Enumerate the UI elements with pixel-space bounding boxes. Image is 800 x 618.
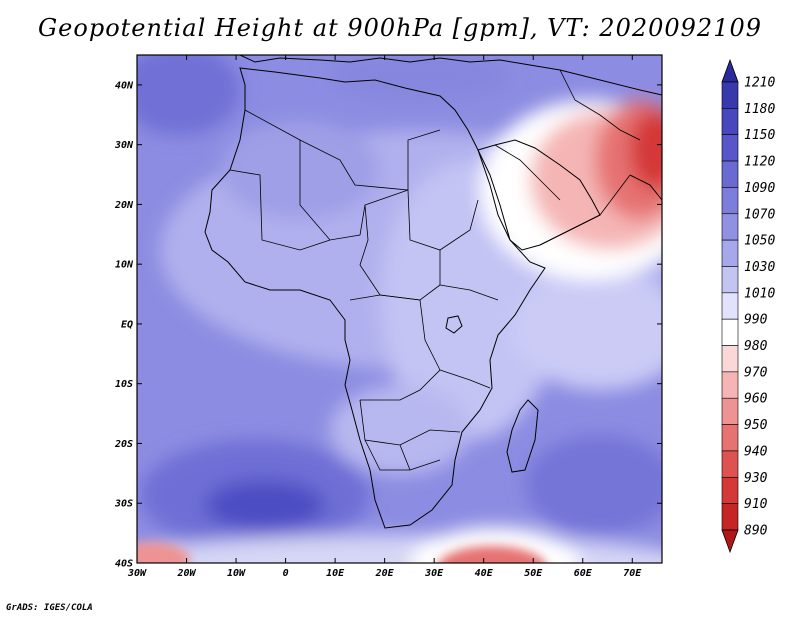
colorbar: 1210 1180 1150 1120 1090 1070 1050 1030 1010 990 9… — [721, 58, 775, 554]
x-tick-label: 10E — [326, 568, 345, 579]
colorbar-swatch — [721, 318, 739, 346]
colorbar-swatch — [721, 345, 739, 373]
colorbar-swatch — [721, 108, 739, 136]
europe-coastline — [239, 55, 662, 96]
x-tick-label: 60E — [574, 568, 593, 579]
field-light-southern-africa — [330, 385, 470, 475]
colorbar-label: 910 — [744, 497, 768, 512]
colorbar-label: 990 — [744, 313, 768, 328]
field-low-south-mozambique-core — [438, 546, 546, 563]
x-tick-label: 20E — [375, 568, 395, 579]
y-tick-label: EQ — [121, 319, 133, 330]
colorbar-label: 890 — [744, 524, 768, 539]
colorbar-label: 980 — [744, 339, 768, 354]
x-tick-label: 30W — [127, 568, 147, 579]
x-tick-label: 50E — [524, 568, 543, 579]
colorbar-label: 970 — [744, 365, 768, 380]
india-coastline — [629, 174, 662, 240]
colorbar-label: 1050 — [744, 234, 775, 249]
x-tick-label: 30E — [424, 568, 444, 579]
field-high-mediterranean — [330, 55, 510, 100]
map-frame — [136, 54, 663, 564]
field-light-indian-ocean — [510, 270, 662, 390]
field-high-north-atlantic — [137, 55, 240, 135]
colorbar-label: 960 — [744, 392, 768, 407]
x-tick-label: 10W — [227, 568, 246, 579]
colorbar-label: 1090 — [744, 181, 775, 196]
y-tick-label: 40N — [115, 80, 134, 91]
y-tick-label: 40S — [115, 559, 133, 570]
field-high-south-atlantic-core — [205, 480, 325, 530]
x-tick-label: 0 — [283, 568, 289, 579]
field-low-pakistan-core — [630, 110, 662, 190]
x-tick-label: 40E — [475, 568, 494, 579]
y-tick-label: 10S — [115, 379, 133, 390]
y-tick-label: 30N — [114, 140, 134, 151]
country-borders — [229, 69, 641, 471]
colorbar-label: 1030 — [744, 260, 775, 275]
x-tick-label: 70E — [623, 568, 642, 579]
africa-coastline — [204, 67, 546, 529]
colorbar-label: 1180 — [744, 102, 775, 117]
y-tick-label: 30S — [114, 499, 133, 510]
colorbar-label: 1070 — [744, 207, 775, 222]
field-low-southwest-corner — [137, 542, 190, 563]
colorbar-label: 930 — [744, 471, 768, 486]
map-title: Geopotential Height at 900hPa [gpm], VT:… — [38, 14, 762, 42]
colorbar-swatch — [721, 187, 739, 215]
y-tick-label: 20S — [114, 439, 133, 450]
colorbar-label: 1210 — [744, 76, 775, 91]
x-tick-label: 20W — [176, 568, 196, 579]
colorbar-label: 1150 — [744, 128, 775, 143]
colorbar-top-arrow — [721, 58, 739, 83]
madagascar-coastline — [506, 399, 539, 473]
lake-victoria — [445, 315, 463, 334]
colorbar-swatch — [721, 266, 739, 294]
colorbar-swatch — [721, 371, 739, 399]
colorbar-swatch — [721, 424, 739, 452]
field-high-south-indian — [525, 435, 662, 535]
y-tick-label: 10N — [115, 260, 134, 271]
colorbar-swatch — [721, 450, 739, 478]
colorbar-swatch — [721, 213, 739, 241]
colorbar-swatch — [721, 503, 739, 531]
colorbar-bottom-arrow — [721, 529, 739, 554]
colorbar-swatch — [721, 397, 739, 425]
colorbar-swatch — [721, 239, 739, 267]
x-axis-ticks: 30W 20W 10W 0 10E 20E 30E 40E 50E 60E 70E — [127, 55, 642, 579]
colorbar-label: 1120 — [744, 155, 775, 170]
credit-text: GrADS: IGES/COLA — [6, 603, 93, 613]
height-field — [137, 55, 662, 563]
y-tick-label: 20N — [114, 200, 134, 211]
colorbar-swatch — [721, 160, 739, 188]
coastlines — [204, 55, 662, 529]
y-axis-ticks: 40N 30N 20N 10N EQ 10S 20S 30S 40S — [114, 80, 662, 570]
colorbar-swatch — [721, 476, 739, 504]
colorbar-swatch — [721, 134, 739, 162]
colorbar-label: 1010 — [744, 286, 775, 301]
colorbar-swatch — [721, 81, 739, 109]
colorbar-label: 950 — [744, 418, 768, 433]
colorbar-swatch — [721, 292, 739, 320]
field-low-south-mozambique — [410, 527, 580, 563]
field-low-south-band — [137, 535, 662, 563]
colorbar-label: 940 — [744, 444, 768, 459]
